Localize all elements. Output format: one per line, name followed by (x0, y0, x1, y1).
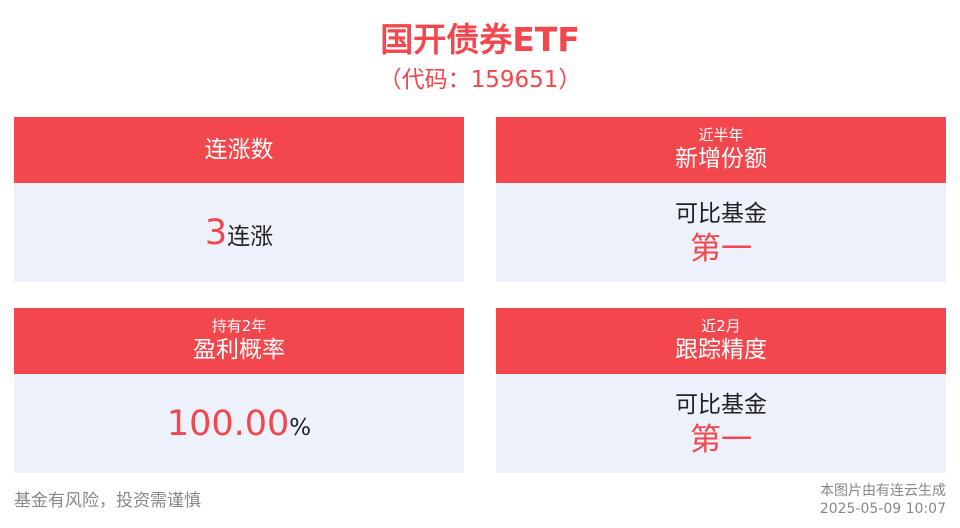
generated-by: 本图片由有连云生成 (820, 483, 946, 499)
card-header: 持有2年 盈利概率 (14, 308, 464, 374)
generation-note: 本图片由有连云生成 2025-05-09 10:07 (820, 482, 946, 518)
card-body: 100.00 % (14, 374, 464, 473)
card-period: 近半年 (698, 126, 744, 144)
value-unit: 连涨 (227, 223, 274, 250)
card-label: 跟踪精度 (675, 337, 767, 363)
new-shares-card: 近半年 新增份额 可比基金 第一 (496, 117, 946, 282)
profit-probability-card: 持有2年 盈利概率 100.00 % (14, 308, 464, 473)
card-value: 100.00 % (167, 404, 311, 444)
fund-code: （代码：159651） (378, 67, 582, 93)
card-header: 近半年 新增份额 (496, 117, 946, 183)
card-body: 可比基金 第一 (496, 183, 946, 282)
card-body: 3 连涨 (14, 183, 464, 282)
risk-disclaimer: 基金有风险，投资需谨慎 (14, 491, 201, 511)
value-number: 3 (204, 212, 228, 253)
rank-label: 可比基金 (675, 391, 767, 418)
tracking-accuracy-card: 近2月 跟踪精度 可比基金 第一 (496, 308, 946, 473)
card-body: 可比基金 第一 (496, 374, 946, 473)
card-header: 近2月 跟踪精度 (496, 308, 946, 374)
rank-label: 可比基金 (675, 200, 767, 227)
timestamp: 2025-05-09 10:07 (819, 501, 946, 517)
card-label: 新增份额 (675, 146, 767, 172)
rank-value: 第一 (690, 421, 752, 458)
card-label: 连涨数 (204, 137, 274, 163)
card-period: 持有2年 (211, 317, 267, 335)
page-title: 国开债券ETF (380, 20, 580, 59)
consecutive-rise-card: 连涨数 3 连涨 (14, 117, 464, 282)
value-number: 100.00 (166, 403, 290, 444)
card-value: 3 连涨 (205, 213, 273, 253)
card-label: 盈利概率 (193, 337, 285, 363)
card-period: 近2月 (701, 317, 741, 335)
card-header: 连涨数 (14, 117, 464, 183)
rank-value: 第一 (690, 230, 752, 267)
value-unit: % (289, 414, 312, 441)
